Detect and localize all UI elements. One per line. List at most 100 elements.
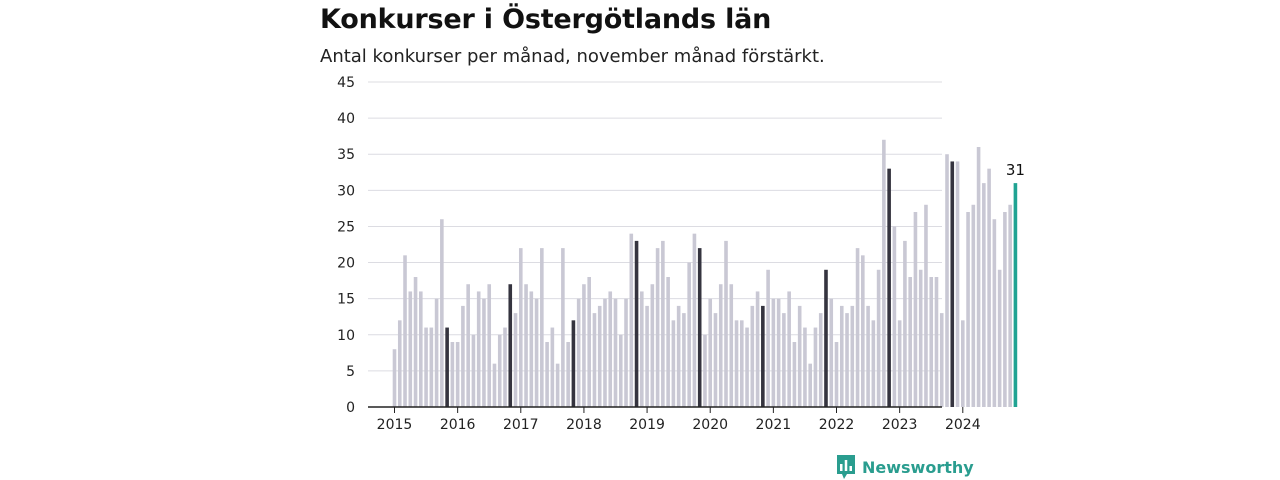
bar-november <box>761 305 765 407</box>
bar <box>813 327 818 407</box>
bar <box>671 320 676 407</box>
bar <box>997 269 1002 407</box>
bar <box>661 240 665 407</box>
bar <box>603 298 607 407</box>
bar <box>687 262 691 407</box>
bar <box>934 277 939 407</box>
bar <box>718 284 723 407</box>
x-tick-label: 2024 <box>945 417 981 433</box>
bar <box>745 327 749 407</box>
bar <box>845 313 849 407</box>
bar <box>555 363 560 407</box>
bar <box>692 233 697 407</box>
bar <box>503 327 507 407</box>
bar <box>566 342 570 407</box>
bar <box>703 334 707 407</box>
bar-november <box>445 327 449 407</box>
bar <box>497 334 502 407</box>
bar <box>413 277 418 407</box>
bar <box>908 277 912 407</box>
bar <box>608 291 613 407</box>
y-tick-label: 30 <box>337 183 355 199</box>
x-tick-label: 2019 <box>629 417 665 433</box>
bar <box>534 298 539 407</box>
bar <box>729 284 734 407</box>
bar <box>713 313 718 407</box>
y-tick-label: 25 <box>337 219 355 235</box>
bar <box>513 313 518 407</box>
bar <box>987 168 991 407</box>
bar <box>1008 204 1012 407</box>
data-labels: 31 <box>1006 161 1025 179</box>
bar <box>750 305 755 407</box>
bar <box>782 313 786 407</box>
bar <box>450 342 455 407</box>
bar <box>471 334 476 407</box>
bar <box>613 298 618 407</box>
bar <box>724 240 728 407</box>
bar <box>892 226 897 407</box>
bar-november <box>508 284 513 407</box>
bar <box>966 212 970 407</box>
bar <box>882 139 886 407</box>
bar <box>597 305 602 407</box>
y-tick-label: 40 <box>337 111 355 127</box>
bar <box>897 320 902 407</box>
bar <box>924 204 928 407</box>
bar <box>455 342 460 407</box>
bar <box>561 248 565 407</box>
bar-november <box>571 320 576 407</box>
bar-chart-icon <box>837 455 855 479</box>
x-tick-label: 2021 <box>756 417 792 433</box>
bar-november <box>887 168 891 407</box>
bars <box>392 139 1018 407</box>
bar <box>482 298 486 407</box>
bar <box>808 363 812 407</box>
bar <box>466 284 470 407</box>
bar-november <box>697 248 702 407</box>
chart-subtitle: Antal konkurser per månad, november måna… <box>320 46 825 67</box>
bar <box>755 291 760 407</box>
bar <box>487 284 492 407</box>
bar <box>871 320 876 407</box>
chart-title: Konkurser i Östergötlands län <box>320 4 772 35</box>
bar <box>461 305 465 407</box>
bar <box>540 248 544 407</box>
bar <box>976 147 981 407</box>
x-tick-label: 2018 <box>566 417 602 433</box>
x-tick-label: 2016 <box>440 417 476 433</box>
bar <box>576 298 581 407</box>
bar <box>913 212 918 407</box>
bar <box>650 284 655 407</box>
x-tick-label: 2020 <box>692 417 728 433</box>
x-tick-label: 2015 <box>377 417 413 433</box>
bar <box>529 291 534 407</box>
bar <box>708 298 713 407</box>
bar <box>518 248 523 407</box>
bar <box>834 342 839 407</box>
bar <box>734 320 739 407</box>
bar <box>903 240 907 407</box>
bar <box>939 313 944 407</box>
y-tick-label: 5 <box>346 364 355 380</box>
x-tick-label: 2022 <box>819 417 855 433</box>
bar <box>829 298 834 407</box>
bar <box>797 305 802 407</box>
bar <box>592 313 597 407</box>
latest-value-label: 31 <box>1006 161 1025 179</box>
bar-november <box>824 269 828 407</box>
y-tick-label: 20 <box>337 256 355 272</box>
bar <box>839 305 844 407</box>
bar <box>876 269 881 407</box>
bar <box>855 248 860 407</box>
bar <box>397 320 402 407</box>
y-tick-label: 10 <box>337 328 355 344</box>
bar <box>582 284 586 407</box>
bar <box>918 269 923 407</box>
bar-latest <box>1013 183 1018 407</box>
y-axis-labels: 0 5 10 15 20 25 30 35 40 45 <box>337 75 355 416</box>
bar <box>818 313 823 407</box>
bar <box>971 204 976 407</box>
bar <box>408 291 413 407</box>
bar <box>440 219 444 407</box>
